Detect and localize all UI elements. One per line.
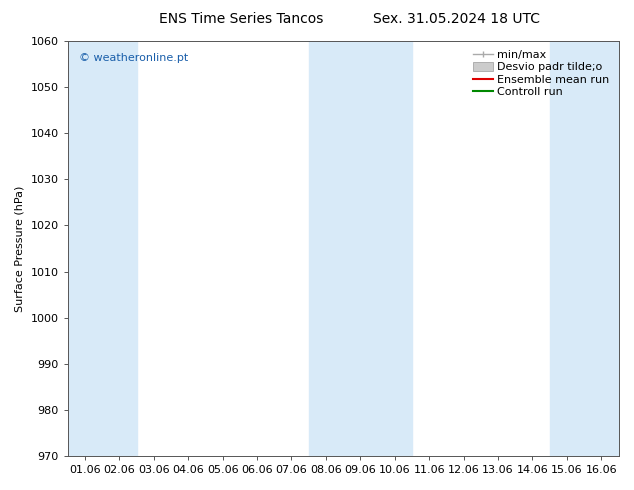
Legend: min/max, Desvio padr tilde;o, Ensemble mean run, Controll run: min/max, Desvio padr tilde;o, Ensemble m… [470, 47, 613, 100]
Bar [550, 41, 619, 456]
Bar [68, 41, 136, 456]
Text: Sex. 31.05.2024 18 UTC: Sex. 31.05.2024 18 UTC [373, 12, 540, 26]
Text: © weatheronline.pt: © weatheronline.pt [79, 53, 188, 64]
Bar [309, 41, 412, 456]
Y-axis label: Surface Pressure (hPa): Surface Pressure (hPa) [15, 185, 25, 312]
Text: ENS Time Series Tancos: ENS Time Series Tancos [158, 12, 323, 26]
